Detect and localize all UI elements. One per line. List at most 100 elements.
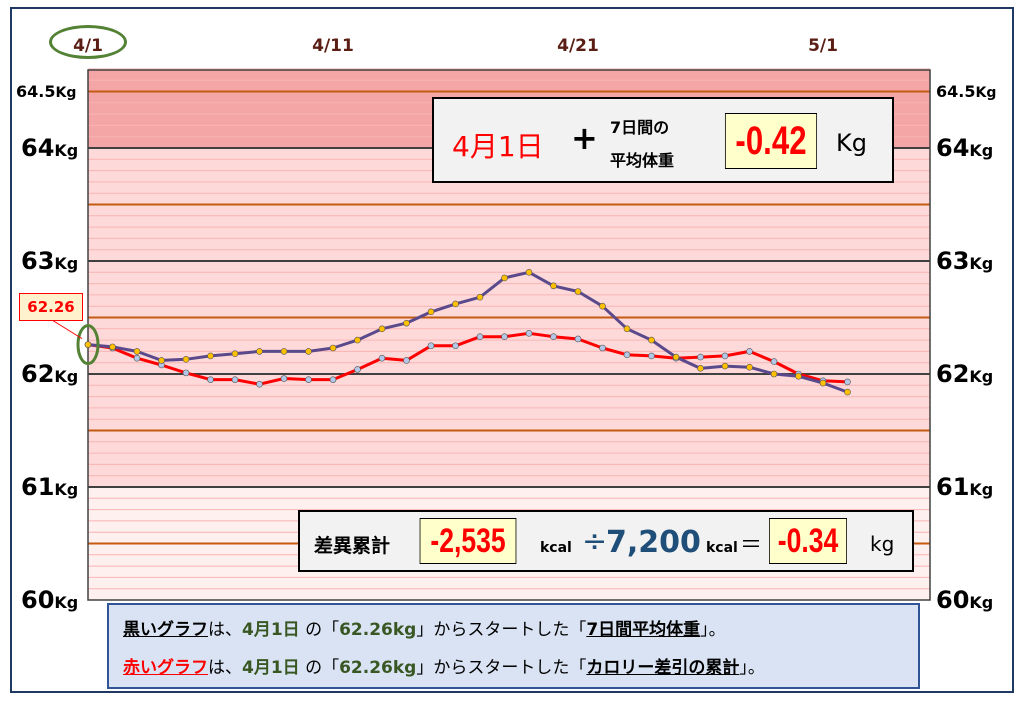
note-date: 4月1日 [242,620,300,640]
data-point [501,274,508,282]
note-text: の「 [299,658,340,678]
data-point [207,376,214,383]
note-graph-name: 赤いグラフ [123,658,208,678]
data-point [182,356,190,363]
y-tick-number: 62 [936,360,970,388]
data-point [403,319,410,327]
y-tick-unit: Kg [969,367,994,386]
data-point [476,293,484,301]
data-point [182,369,190,377]
data-point [378,354,386,362]
data-point [721,362,729,370]
y-tick-unit: Kg [54,141,79,160]
note-text: は、 [208,620,242,640]
y-tick-number: 63 [21,247,55,275]
y-tick-unit: Kg [55,84,77,101]
data-point [746,348,753,355]
start-value-callout: 62.26 [19,293,83,321]
y-tick-number: 60 [936,586,970,614]
note-text: の「 [299,620,340,640]
data-point [329,344,337,352]
series-line [87,331,848,386]
divide-sign: ÷ [582,524,608,559]
data-point [452,300,459,308]
note-subject: カロリー差引の累計 [586,658,740,678]
start-date-highlight [49,25,127,59]
note-subject: 7日間平均体重 [586,620,701,640]
y-tick-number: 61 [21,473,55,501]
data-point [623,351,631,359]
seven-day-label: 7日間の [610,118,670,137]
note-text: 」からスタートした「 [416,658,587,678]
calorie-weight-result: -0.34 [769,518,847,564]
equals-sign: ＝ [740,533,763,558]
y-tick-unit: Kg [969,593,994,612]
callout-connector [51,319,83,340]
plot-border [87,69,931,601]
data-point [354,336,361,344]
y-tick-unit: Kg [969,254,994,273]
y-tick-label: 64Kg [21,136,78,160]
data-point [844,388,851,396]
note-graph-name: 黒いグラフ [123,620,208,640]
data-point [550,333,557,341]
weekly-average-box: 4月1日 + 7日間の 平均体重 -0.42 Kg [432,97,894,183]
y-tick-unit: Kg [975,84,997,101]
data-point [574,288,582,295]
plus-sign: + [571,119,598,157]
y-tick-number: 60 [21,586,55,614]
note-text: 」からスタートした「 [416,620,587,640]
y-tick-label: 61Kg [21,475,78,499]
data-point [476,333,484,341]
y-tick-number: 63 [936,247,970,275]
data-point [280,348,288,355]
y-tick-unit: Kg [54,480,79,499]
weekly-average-unit: Kg [836,129,867,157]
y-tick-unit: Kg [54,367,79,386]
data-point [378,325,386,333]
y-tick-number: 64 [936,134,970,162]
y-tick-label: 64.5Kg [16,81,77,101]
data-point [721,352,729,360]
x-tick-label: 5/1 [808,36,838,56]
y-tick-label: 63Kg [21,249,78,273]
data-point [550,282,557,290]
data-point [599,302,606,310]
y-tick-label: 60Kg [936,588,993,612]
data-point [133,354,141,362]
data-point [427,342,435,350]
y-tick-label: 64Kg [936,136,993,160]
y-tick-label: 63Kg [936,249,993,273]
note-text: は、 [208,658,242,678]
x-tick-label: 4/11 [312,36,354,56]
data-point [819,379,827,387]
data-point [256,380,263,388]
data-point [305,376,312,383]
calorie-total-value: -2,535 [419,518,517,564]
data-point [648,352,655,360]
data-point [770,358,778,365]
y-tick-unit: Kg [969,141,994,160]
data-point [501,333,508,341]
data-point [648,336,655,344]
calorie-total-label: 差異累計 [314,535,391,557]
data-point [452,342,459,350]
note-weight: 62.26kg [339,658,417,678]
x-tick-label: 4/21 [557,36,599,56]
y-tick-label: 60Kg [21,588,78,612]
y-tick-number: 64.5 [16,81,56,101]
note-weight: 62.26kg [339,620,417,640]
data-point [623,325,631,333]
data-point [84,341,92,348]
result-unit: kg [870,532,895,556]
weekly-average-value: -0.42 [724,113,818,169]
data-point [525,268,533,276]
data-point [158,357,165,364]
start-point-highlight [76,324,100,366]
series-line [87,270,849,394]
note-black-graph: 黒いグラフは、4月1日 の「62.26kg」からスタートした「7日間平均体重」。 [123,615,726,640]
data-point [427,308,435,316]
note-text: 」。 [739,658,765,678]
calorie-total-box: 差異累計 -2,535 kcal ÷ 7,200 kcal ＝ -0.34 kg [298,510,914,572]
y-tick-number: 64 [21,134,55,162]
